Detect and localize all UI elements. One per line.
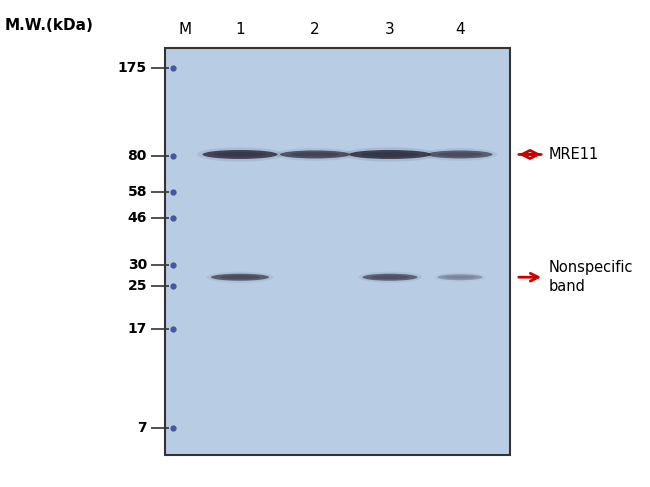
Text: 7: 7 bbox=[137, 421, 147, 435]
Text: 58: 58 bbox=[127, 185, 147, 199]
Ellipse shape bbox=[291, 152, 339, 157]
Ellipse shape bbox=[437, 152, 483, 157]
Text: M.W.(kDa): M.W.(kDa) bbox=[5, 18, 94, 33]
Ellipse shape bbox=[214, 152, 266, 157]
Ellipse shape bbox=[220, 275, 260, 279]
Ellipse shape bbox=[275, 148, 356, 161]
Text: 175: 175 bbox=[118, 61, 147, 75]
Ellipse shape bbox=[422, 148, 497, 161]
Text: 17: 17 bbox=[127, 322, 147, 336]
Ellipse shape bbox=[280, 150, 350, 158]
Text: 25: 25 bbox=[127, 279, 147, 293]
Text: 30: 30 bbox=[128, 259, 147, 272]
Text: 4: 4 bbox=[455, 22, 465, 37]
Text: M: M bbox=[179, 22, 192, 37]
Text: MRE11: MRE11 bbox=[549, 147, 599, 162]
Ellipse shape bbox=[358, 272, 422, 283]
Text: Nonspecific
band: Nonspecific band bbox=[549, 261, 634, 294]
Text: 2: 2 bbox=[310, 22, 320, 37]
Ellipse shape bbox=[343, 147, 437, 162]
Ellipse shape bbox=[197, 147, 283, 162]
Ellipse shape bbox=[207, 272, 274, 283]
Bar bbox=[165, 48, 510, 455]
Ellipse shape bbox=[211, 274, 269, 281]
Ellipse shape bbox=[363, 274, 417, 281]
Text: 46: 46 bbox=[127, 211, 147, 225]
Ellipse shape bbox=[370, 275, 410, 279]
Ellipse shape bbox=[444, 276, 476, 279]
Ellipse shape bbox=[203, 150, 278, 159]
Text: 1: 1 bbox=[235, 22, 245, 37]
Ellipse shape bbox=[361, 152, 419, 157]
Ellipse shape bbox=[349, 150, 431, 159]
Ellipse shape bbox=[428, 150, 493, 158]
Text: 3: 3 bbox=[385, 22, 395, 37]
Ellipse shape bbox=[437, 274, 482, 280]
Text: 80: 80 bbox=[127, 149, 147, 163]
